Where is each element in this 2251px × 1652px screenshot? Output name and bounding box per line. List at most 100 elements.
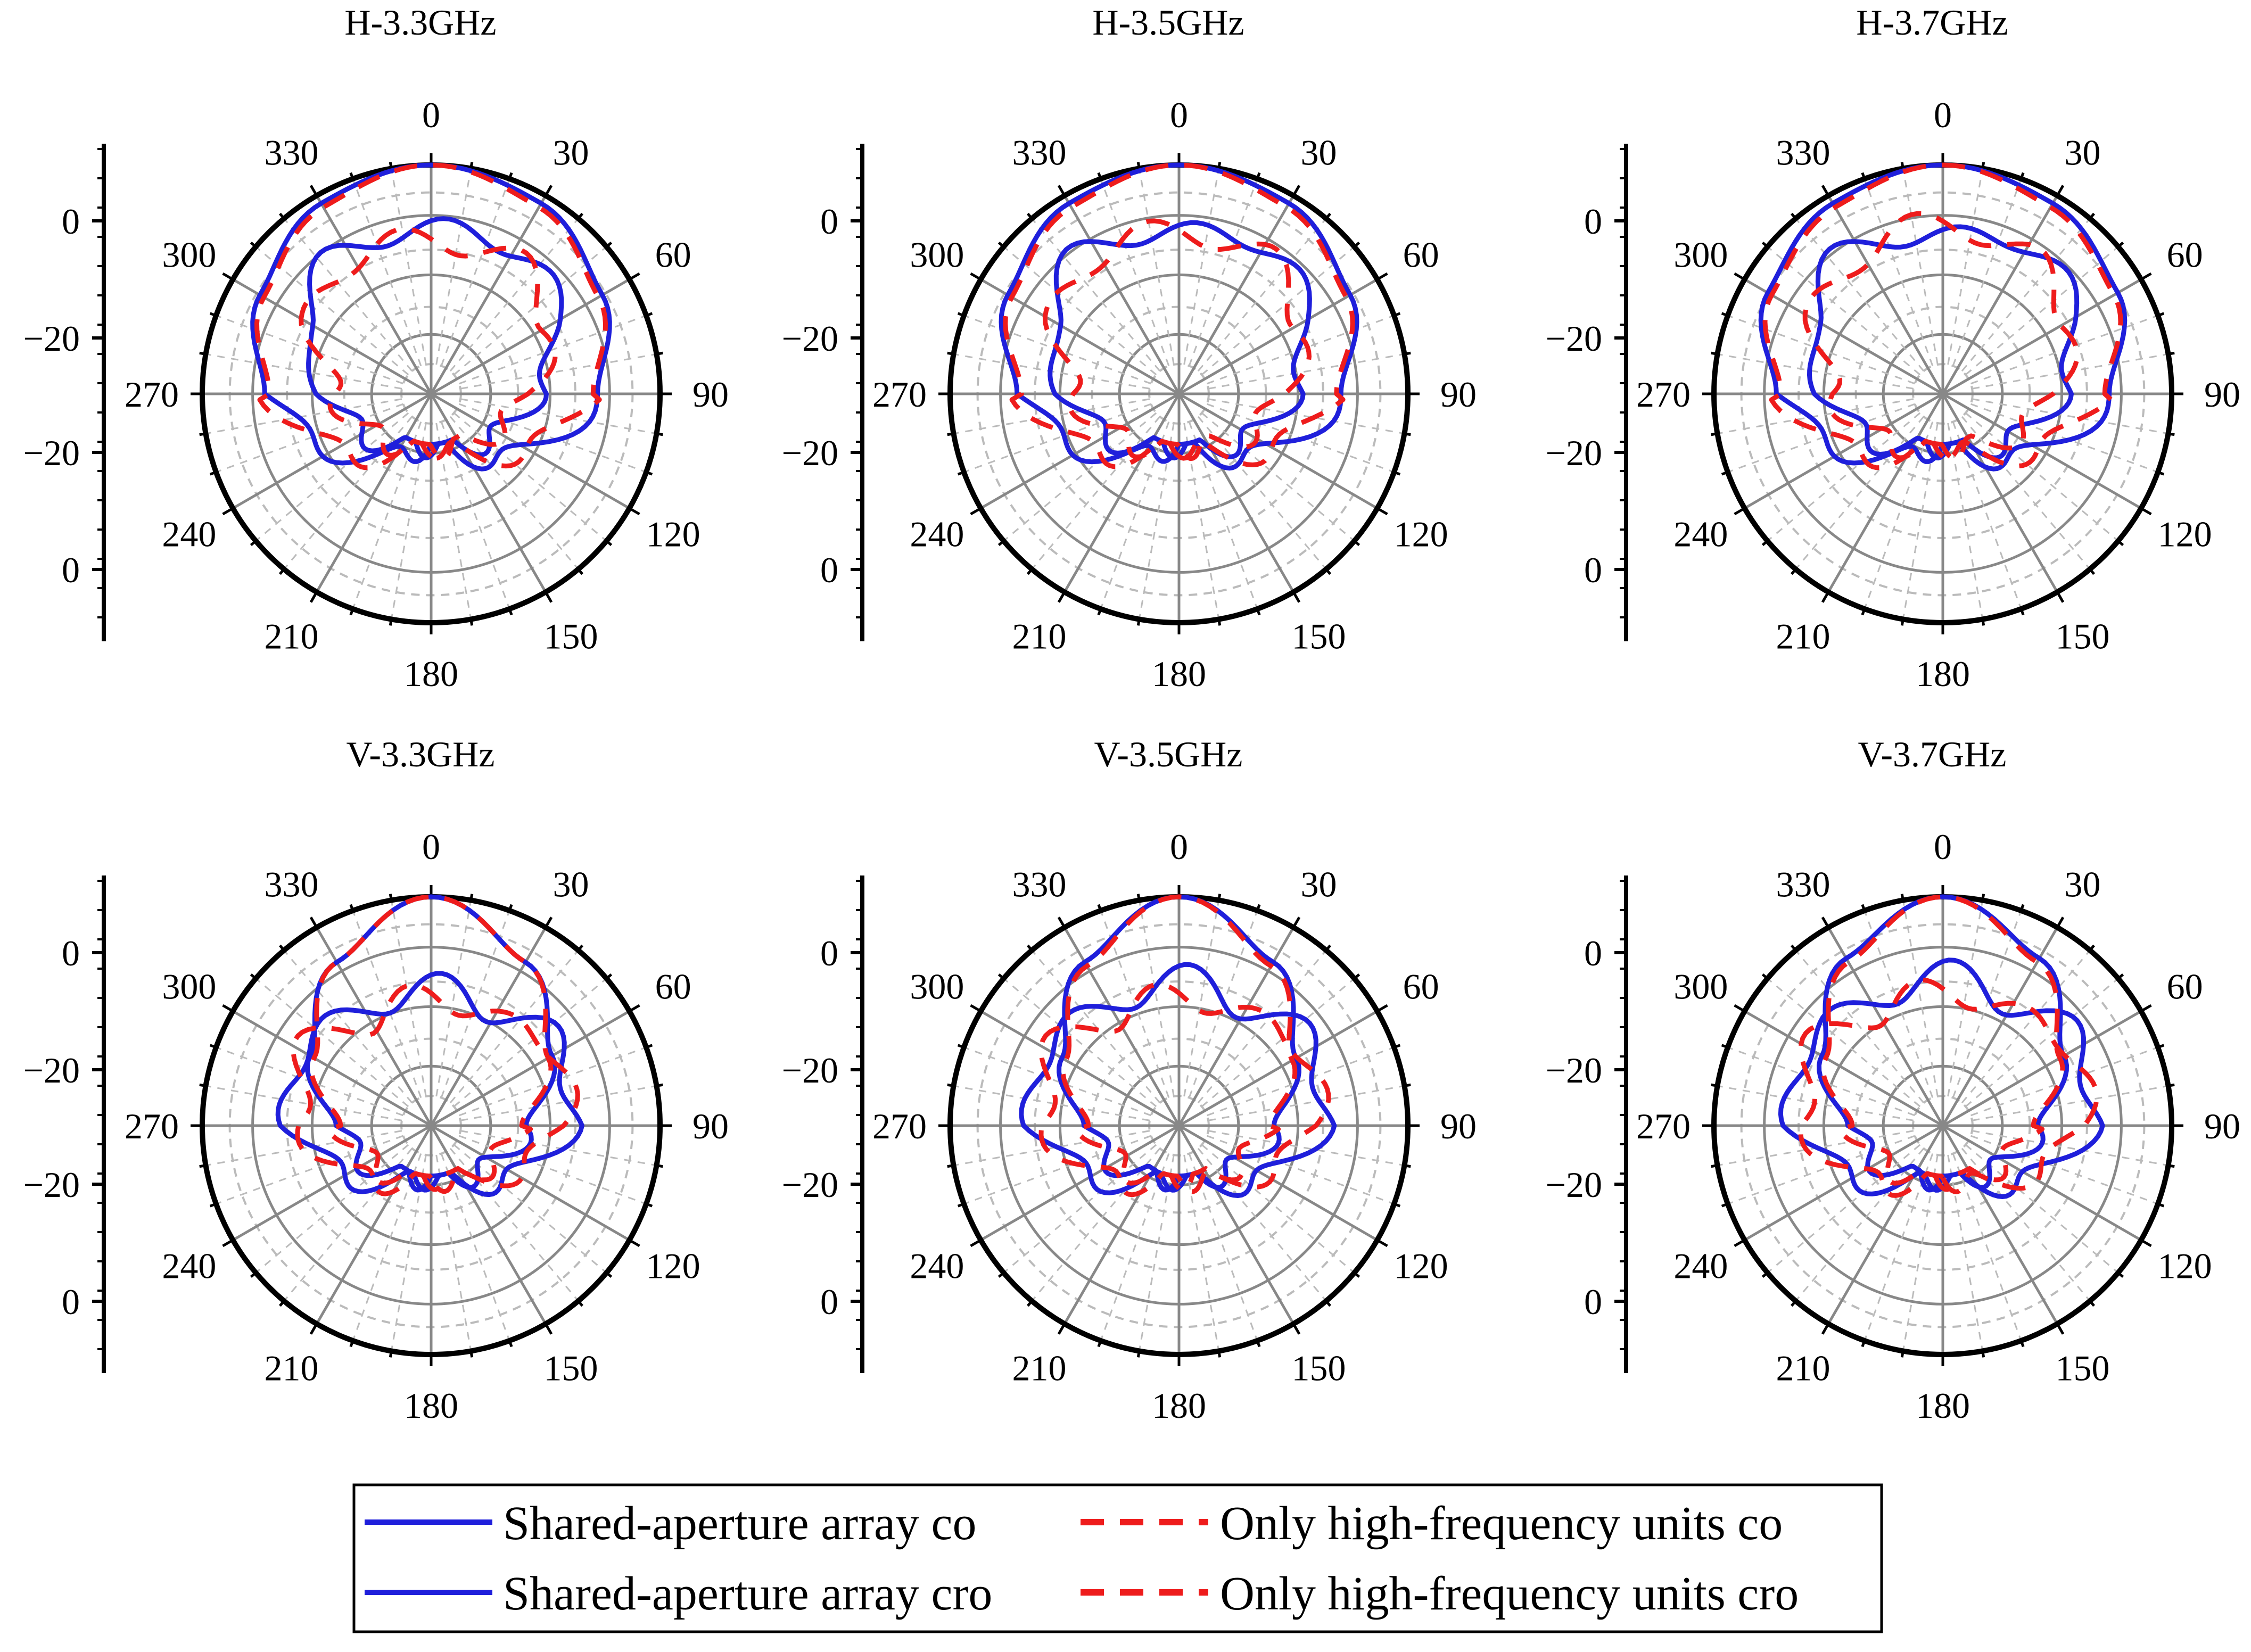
grid-spoke-minor xyxy=(1767,978,1921,1108)
outer-tick xyxy=(1353,241,1361,248)
grid-spoke-minor xyxy=(255,412,409,542)
panel-title: H-3.5GHz xyxy=(1092,2,1244,43)
outer-tick xyxy=(1404,1083,1411,1087)
outer-tick xyxy=(656,1083,663,1087)
radial-tick-label: −20 xyxy=(1546,1164,1602,1205)
angle-tick-label: 90 xyxy=(2204,374,2240,415)
angle-tick-label: 30 xyxy=(2065,132,2101,172)
outer-tick xyxy=(957,470,964,476)
series-curve-shared-aperture-array-cro xyxy=(1778,957,2105,1199)
grid-spoke-minor xyxy=(1208,398,1405,435)
angle-tick-label: 210 xyxy=(1776,1348,1831,1389)
angle-tick-label: 90 xyxy=(692,1106,729,1146)
outer-tick xyxy=(309,916,318,928)
outer-tick xyxy=(250,1271,257,1278)
outer-tick xyxy=(389,619,393,626)
outer-tick xyxy=(1761,1271,1769,1278)
grid-spoke-minor xyxy=(1201,978,1355,1108)
grid-spoke-minor xyxy=(1795,218,1925,372)
grid-spoke xyxy=(315,1125,433,1325)
radial-tick-label: 0 xyxy=(1584,1282,1602,1322)
grid-spoke-minor xyxy=(1961,416,2091,570)
outer-tick xyxy=(2168,1083,2175,1087)
grid-spoke xyxy=(1744,1010,1944,1127)
outer-tick xyxy=(349,608,354,616)
angle-tick-label: 270 xyxy=(125,374,179,415)
outer-tick xyxy=(1821,591,1830,603)
radial-tick-label: 0 xyxy=(820,1282,838,1322)
grid-spoke-minor xyxy=(205,1130,402,1167)
grid-spoke-minor xyxy=(1201,246,1355,376)
outer-tick xyxy=(2168,432,2175,436)
outer-tick xyxy=(222,1004,234,1013)
grid-spoke-minor xyxy=(1197,218,1327,372)
outer-tick xyxy=(970,272,982,281)
outer-tick xyxy=(957,1044,964,1049)
outer-tick xyxy=(646,470,653,476)
grid-spoke-minor xyxy=(449,949,579,1104)
angle-tick-label: 210 xyxy=(1012,616,1067,657)
series-curve-only-high-frequency-units-cro xyxy=(1042,218,1312,461)
outer-tick xyxy=(1256,904,1261,911)
grid-spoke-minor xyxy=(1961,949,2091,1104)
polar-panel-3: 0 30 60 90 120 150 180 210 240 270 300 330 V-3.3GHz 0… xyxy=(23,734,729,1426)
radial-tick-label: 0 xyxy=(62,933,80,973)
grid-spoke-minor xyxy=(1197,949,1327,1104)
outer-tick xyxy=(1900,894,1904,901)
angle-tick-label: 150 xyxy=(1292,1348,1346,1389)
outer-tick xyxy=(278,1300,285,1307)
outer-tick xyxy=(1353,973,1361,980)
outer-tick xyxy=(1217,1351,1222,1358)
outer-tick xyxy=(1734,507,1745,516)
outer-tick xyxy=(309,185,318,196)
outer-tick xyxy=(646,1202,653,1208)
grid-spoke-minor xyxy=(1965,978,2119,1108)
grid-spoke-minor xyxy=(1947,423,1984,620)
grid-spoke xyxy=(1942,392,2142,510)
grid-spoke-minor xyxy=(216,403,403,473)
radial-tick-label: −20 xyxy=(23,318,80,359)
outer-tick xyxy=(1057,185,1066,196)
angle-tick-label: 300 xyxy=(1673,235,1728,275)
grid-spoke-minor xyxy=(453,978,607,1108)
angle-tick-label: 90 xyxy=(1440,1106,1477,1146)
outer-tick xyxy=(2019,608,2025,616)
outer-tick xyxy=(656,1164,663,1168)
angle-tick-label: 30 xyxy=(553,132,589,172)
grid-spoke-minor xyxy=(1003,1144,1157,1274)
outer-tick xyxy=(1026,1300,1033,1307)
grid-spoke xyxy=(1744,392,1944,510)
series-curve-shared-aperture-array-cro xyxy=(1807,224,2080,461)
outer-tick xyxy=(1376,1004,1388,1013)
angle-tick-label: 0 xyxy=(1170,827,1188,867)
outer-tick xyxy=(1136,894,1141,901)
polar-panel-4: 0 30 60 90 120 150 180 210 240 270 300 330 V-3.5GHz 0… xyxy=(782,734,1477,1426)
angle-tick-label: 180 xyxy=(1152,654,1206,694)
grid-spoke xyxy=(980,392,1180,510)
outer-tick xyxy=(1711,432,1718,436)
outer-tick xyxy=(1256,608,1261,616)
outer-tick xyxy=(544,916,553,928)
outer-tick xyxy=(1256,1340,1261,1348)
outer-tick xyxy=(2140,1238,2152,1248)
outer-tick xyxy=(1861,1340,1866,1348)
grid-spoke xyxy=(980,278,1180,395)
outer-tick xyxy=(349,172,354,179)
outer-tick xyxy=(605,973,613,980)
angle-tick-label: 60 xyxy=(655,235,691,275)
outer-tick xyxy=(997,540,1005,547)
legend-label-3: Only high-frequency units cro xyxy=(1220,1567,1799,1620)
series-curve-shared-aperture-array-cro xyxy=(1019,962,1337,1198)
outer-tick xyxy=(1217,162,1222,169)
grid-spoke-minor xyxy=(435,1154,472,1351)
series-curve-shared-aperture-array-cro xyxy=(275,971,584,1197)
outer-tick xyxy=(1376,1238,1388,1248)
grid-spoke xyxy=(1942,1124,2142,1242)
outer-tick xyxy=(1217,619,1222,626)
grid-spoke-minor xyxy=(1972,1085,2168,1121)
angle-tick-label: 180 xyxy=(404,1385,458,1426)
panel-title: V-3.7GHz xyxy=(1858,734,2007,774)
angle-tick-label: 300 xyxy=(162,967,216,1007)
grid-spoke-minor xyxy=(1003,978,1157,1108)
outer-tick xyxy=(1057,591,1066,603)
